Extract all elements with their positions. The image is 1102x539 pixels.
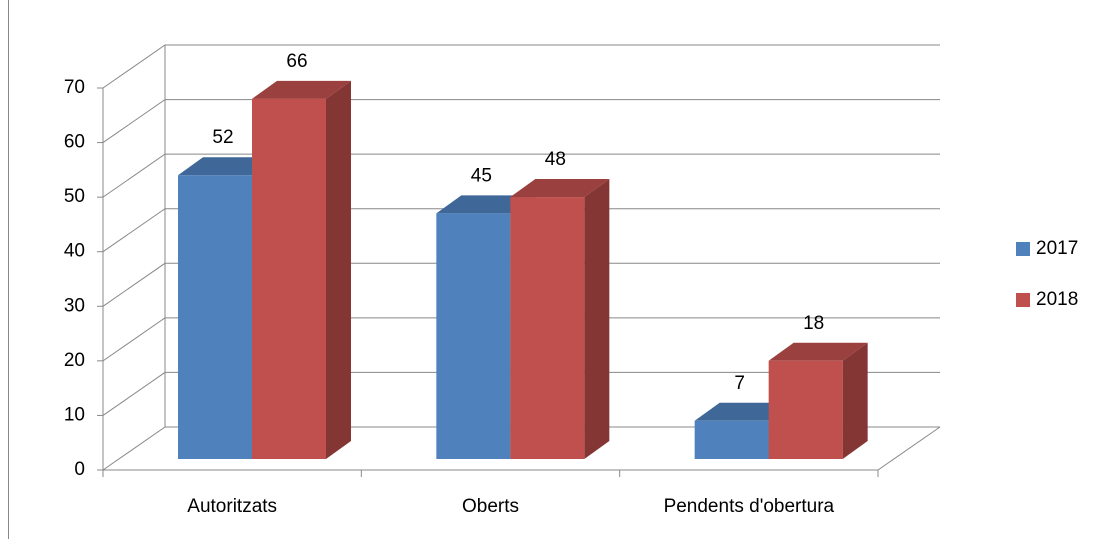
y-tick-label: 20 <box>64 350 85 371</box>
bar-front <box>694 420 769 459</box>
x-tick-label: Oberts <box>462 496 519 517</box>
bars: 52 45 7 66 48 18 <box>178 51 868 460</box>
y-tick-label: 30 <box>64 295 85 316</box>
bar-front <box>436 213 511 459</box>
bar-front <box>252 98 326 459</box>
grid-line <box>102 262 940 307</box>
bar-top <box>510 179 610 198</box>
grid-line <box>102 317 940 362</box>
bar-side <box>326 80 351 459</box>
grid-line <box>102 99 940 143</box>
y-tick-label: 50 <box>64 186 85 207</box>
data-label: 45 <box>471 165 492 186</box>
grid-line <box>102 153 940 198</box>
y-tick-label: 0 <box>74 459 85 480</box>
data-label: 18 <box>803 313 824 334</box>
x-tick-label: Pendents d'obertura <box>664 496 835 517</box>
bar-front <box>510 197 585 460</box>
legend-label: 2018 <box>1036 289 1078 310</box>
data-label: 48 <box>545 149 566 170</box>
y-tick-label: 10 <box>64 404 85 425</box>
legend-swatch <box>1016 242 1030 256</box>
data-label: 66 <box>286 51 307 72</box>
grid-line <box>102 44 940 89</box>
grid-line <box>102 426 940 471</box>
y-tick-label: 70 <box>64 77 85 98</box>
grid-line <box>102 371 940 416</box>
legend-swatch <box>1016 293 1030 307</box>
bar-top <box>252 80 351 99</box>
chart-frame <box>8 0 9 539</box>
data-label: 7 <box>734 373 745 394</box>
x-tick-label: Autoritzats <box>187 496 277 517</box>
bar-side <box>584 179 610 460</box>
grid-line <box>102 208 940 253</box>
grid: 0 10 20 30 40 50 60 70 Autoritzats Oberts Pendents… <box>64 44 941 517</box>
bar-top <box>768 342 868 361</box>
bar-side <box>842 342 868 459</box>
legend-label: 2017 <box>1036 238 1078 259</box>
bar-front <box>178 175 252 459</box>
y-tick-label: 60 <box>64 132 85 153</box>
bar-front <box>768 360 843 459</box>
data-label: 52 <box>212 127 233 148</box>
y-tick-label: 40 <box>64 241 85 262</box>
bar <box>252 80 351 459</box>
bar <box>510 179 610 460</box>
bar <box>768 342 868 459</box>
